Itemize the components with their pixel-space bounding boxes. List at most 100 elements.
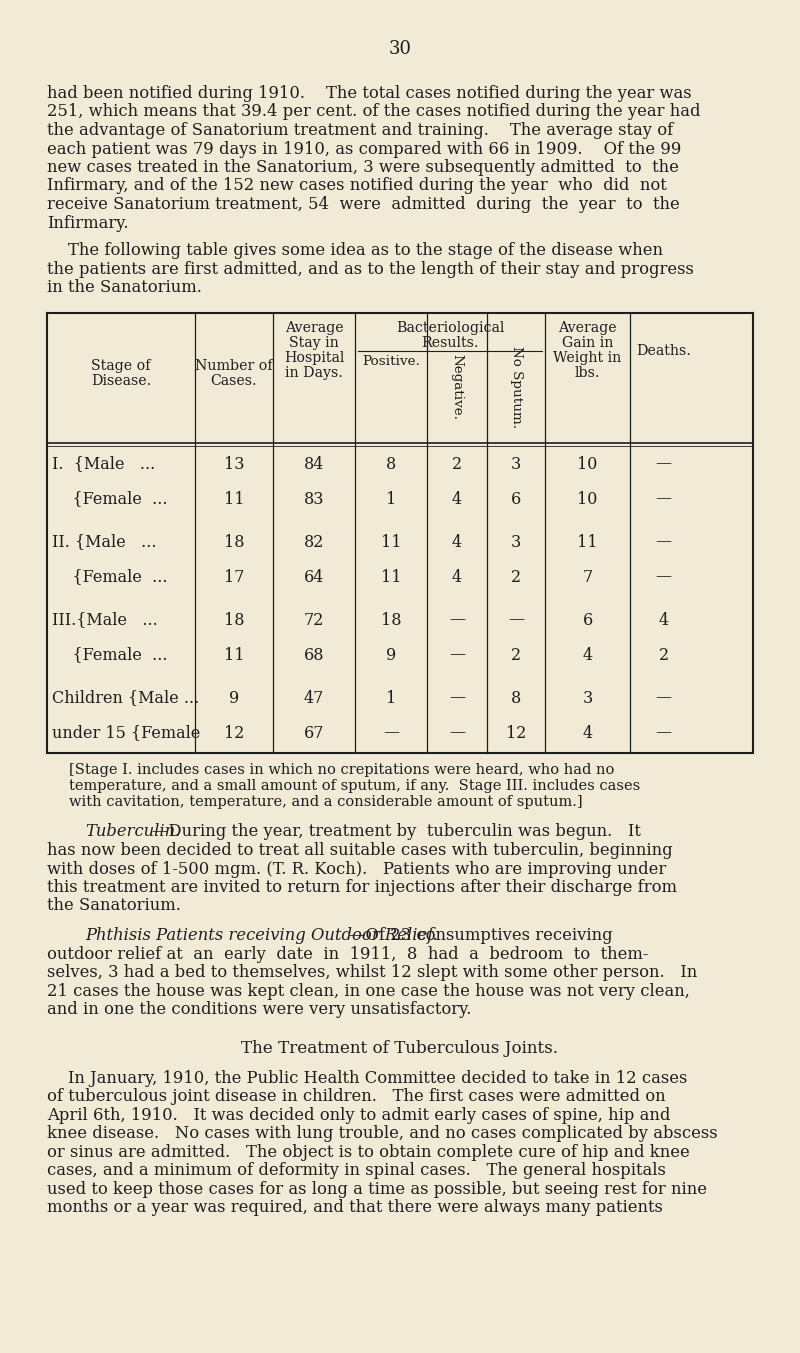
Text: Tuberculin.: Tuberculin. bbox=[85, 824, 180, 840]
Text: 10: 10 bbox=[578, 491, 598, 507]
Text: 11: 11 bbox=[381, 568, 402, 586]
Text: receive Sanatorium treatment, 54  were  admitted  during  the  year  to  the: receive Sanatorium treatment, 54 were ad… bbox=[47, 196, 680, 212]
Text: or sinus are admitted.   The object is to obtain complete cure of hip and knee: or sinus are admitted. The object is to … bbox=[47, 1143, 690, 1161]
Text: 12: 12 bbox=[506, 725, 526, 741]
Text: Positive.: Positive. bbox=[362, 354, 420, 368]
Text: cases, and a minimum of deformity in spinal cases.   The general hospitals: cases, and a minimum of deformity in spi… bbox=[47, 1162, 666, 1178]
Text: 251, which means that 39.4 per cent. of the cases notified during the year had: 251, which means that 39.4 per cent. of … bbox=[47, 103, 701, 120]
Text: —: — bbox=[655, 456, 671, 472]
Text: —: — bbox=[449, 690, 465, 706]
Text: —: — bbox=[655, 725, 671, 741]
Text: under 15 {Female: under 15 {Female bbox=[52, 725, 200, 741]
Text: Weight in: Weight in bbox=[554, 352, 622, 365]
Text: 8: 8 bbox=[386, 456, 396, 472]
Text: 17: 17 bbox=[224, 568, 244, 586]
Text: 11: 11 bbox=[578, 533, 598, 551]
Text: —: — bbox=[508, 612, 524, 629]
Text: with doses of 1-500 mgm. (T. R. Koch).   Patients who are improving under: with doses of 1-500 mgm. (T. R. Koch). P… bbox=[47, 861, 666, 878]
Text: III.{Male   ...: III.{Male ... bbox=[52, 612, 158, 629]
Text: 47: 47 bbox=[304, 690, 324, 706]
Text: months or a year was required, and that there were always many patients: months or a year was required, and that … bbox=[47, 1199, 663, 1216]
Text: has now been decided to treat all suitable cases with tuberculin, beginning: has now been decided to treat all suitab… bbox=[47, 842, 673, 859]
Text: 18: 18 bbox=[224, 612, 244, 629]
Text: lbs.: lbs. bbox=[574, 367, 600, 380]
Text: the Sanatorium.: the Sanatorium. bbox=[47, 897, 181, 915]
Text: 3: 3 bbox=[582, 690, 593, 706]
Text: 2: 2 bbox=[511, 568, 521, 586]
Text: —: — bbox=[655, 690, 671, 706]
Text: —Of 23 consumptives receiving: —Of 23 consumptives receiving bbox=[349, 927, 613, 944]
Text: 84: 84 bbox=[304, 456, 324, 472]
Text: —: — bbox=[449, 647, 465, 663]
Text: 6: 6 bbox=[511, 491, 521, 507]
Text: used to keep those cases for as long a time as possible, but seeing rest for nin: used to keep those cases for as long a t… bbox=[47, 1181, 707, 1197]
Text: Average: Average bbox=[558, 321, 617, 334]
Text: 21 cases the house was kept clean, in one case the house was not very clean,: 21 cases the house was kept clean, in on… bbox=[47, 982, 690, 1000]
Text: 30: 30 bbox=[389, 41, 411, 58]
Text: The following table gives some idea as to the stage of the disease when: The following table gives some idea as t… bbox=[47, 242, 663, 260]
Text: Hospital: Hospital bbox=[284, 352, 344, 365]
Text: 6: 6 bbox=[582, 612, 593, 629]
Text: II. {Male   ...: II. {Male ... bbox=[52, 533, 157, 551]
Text: [Stage I. includes cases in which no crepitations were heard, who had no: [Stage I. includes cases in which no cre… bbox=[69, 763, 614, 777]
Text: —: — bbox=[655, 533, 671, 551]
Text: Infirmary.: Infirmary. bbox=[47, 215, 129, 231]
Text: The Treatment of Tuberculous Joints.: The Treatment of Tuberculous Joints. bbox=[242, 1040, 558, 1057]
Text: 72: 72 bbox=[304, 612, 324, 629]
Text: had been notified during 1910.    The total cases notified during the year was: had been notified during 1910. The total… bbox=[47, 85, 692, 101]
Text: 2: 2 bbox=[452, 456, 462, 472]
Text: 3: 3 bbox=[511, 456, 521, 472]
Text: 18: 18 bbox=[224, 533, 244, 551]
Text: 67: 67 bbox=[304, 725, 324, 741]
Text: Results.: Results. bbox=[422, 336, 478, 350]
Text: —: — bbox=[655, 491, 671, 507]
Text: Deaths.: Deaths. bbox=[636, 344, 691, 357]
Text: Stage of: Stage of bbox=[91, 359, 150, 372]
Text: 13: 13 bbox=[224, 456, 244, 472]
Text: the patients are first admitted, and as to the length of their stay and progress: the patients are first admitted, and as … bbox=[47, 261, 694, 277]
Text: 11: 11 bbox=[224, 647, 244, 663]
Text: 82: 82 bbox=[304, 533, 324, 551]
Text: 2: 2 bbox=[658, 647, 669, 663]
Text: 83: 83 bbox=[304, 491, 324, 507]
Text: 1: 1 bbox=[386, 690, 396, 706]
Text: April 6th, 1910.   It was decided only to admit early cases of spine, hip and: April 6th, 1910. It was decided only to … bbox=[47, 1107, 670, 1123]
Text: outdoor relief at  an  early  date  in  1911,  8  had  a  bedroom  to  them-: outdoor relief at an early date in 1911,… bbox=[47, 946, 649, 962]
Text: No Sputum.: No Sputum. bbox=[510, 346, 522, 428]
Text: this treatment are invited to return for injections after their discharge from: this treatment are invited to return for… bbox=[47, 879, 677, 896]
Text: 11: 11 bbox=[381, 533, 402, 551]
Text: Cases.: Cases. bbox=[210, 373, 258, 388]
Text: the advantage of Sanatorium treatment and training.    The average stay of: the advantage of Sanatorium treatment an… bbox=[47, 122, 674, 139]
Text: 68: 68 bbox=[304, 647, 324, 663]
Text: —: — bbox=[449, 612, 465, 629]
Text: 10: 10 bbox=[578, 456, 598, 472]
Text: 18: 18 bbox=[381, 612, 402, 629]
Bar bbox=[47, 313, 753, 752]
Text: 4: 4 bbox=[452, 533, 462, 551]
Text: 1: 1 bbox=[386, 491, 396, 507]
Text: 12: 12 bbox=[224, 725, 244, 741]
Text: 8: 8 bbox=[511, 690, 521, 706]
Text: {Female  ...: {Female ... bbox=[52, 568, 167, 586]
Text: —: — bbox=[449, 725, 465, 741]
Text: and in one the conditions were very unsatisfactory.: and in one the conditions were very unsa… bbox=[47, 1001, 471, 1017]
Text: Children {Male ...: Children {Male ... bbox=[52, 690, 199, 706]
Text: Stay in: Stay in bbox=[289, 336, 339, 350]
Text: 9: 9 bbox=[386, 647, 396, 663]
Text: 4: 4 bbox=[452, 491, 462, 507]
Text: 9: 9 bbox=[229, 690, 239, 706]
Text: 4: 4 bbox=[658, 612, 669, 629]
Text: Phthisis Patients receiving Outdoor Relief.: Phthisis Patients receiving Outdoor Reli… bbox=[85, 927, 438, 944]
Text: 11: 11 bbox=[224, 491, 244, 507]
Text: In January, 1910, the Public Health Committee decided to take in 12 cases: In January, 1910, the Public Health Comm… bbox=[47, 1070, 687, 1086]
Text: —: — bbox=[655, 568, 671, 586]
Text: each patient was 79 days in 1910, as compared with 66 in 1909.    Of the 99: each patient was 79 days in 1910, as com… bbox=[47, 141, 682, 157]
Text: I.  {Male   ...: I. {Male ... bbox=[52, 456, 155, 472]
Text: Disease.: Disease. bbox=[91, 373, 151, 388]
Text: {Female  ...: {Female ... bbox=[52, 491, 167, 507]
Text: 7: 7 bbox=[582, 568, 593, 586]
Text: Bacteriological: Bacteriological bbox=[396, 321, 504, 334]
Text: selves, 3 had a bed to themselves, whilst 12 slept with some other person.   In: selves, 3 had a bed to themselves, whils… bbox=[47, 965, 698, 981]
Text: Average: Average bbox=[285, 321, 343, 334]
Text: with cavitation, temperature, and a considerable amount of sputum.]: with cavitation, temperature, and a cons… bbox=[69, 794, 582, 809]
